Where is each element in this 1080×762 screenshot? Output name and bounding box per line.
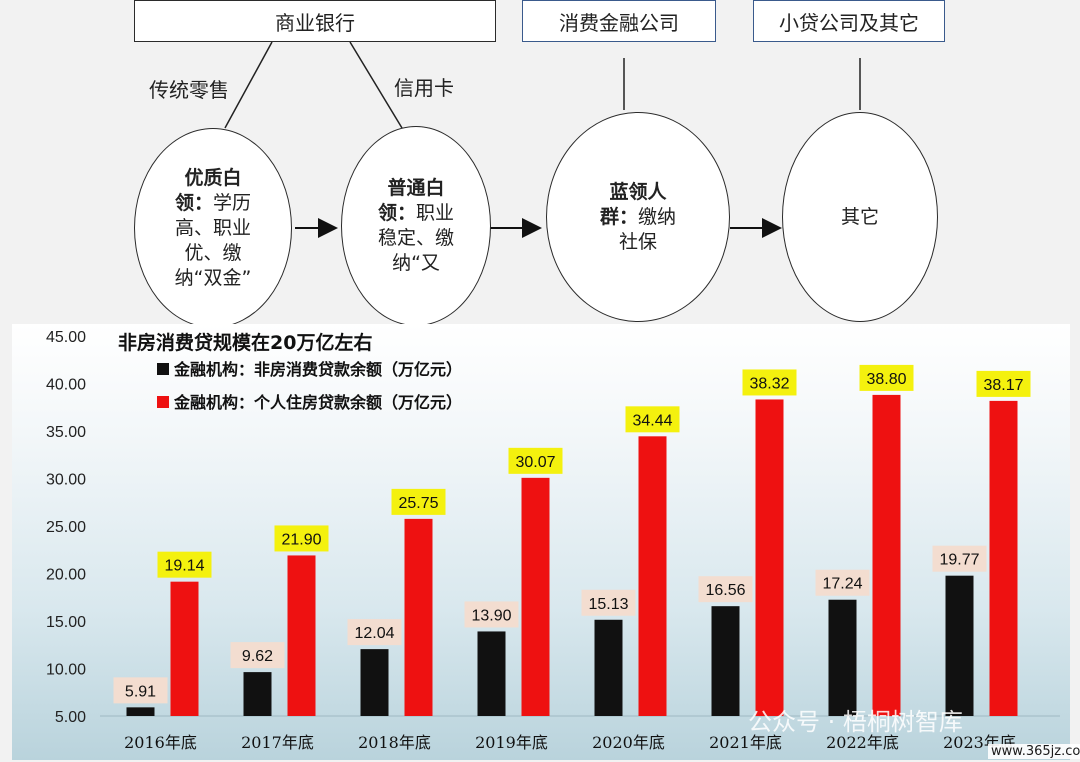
watermark-site: www.365jz.com	[988, 744, 1080, 759]
data-label: 25.75	[398, 495, 438, 512]
x-tick-label: 2020年底	[592, 733, 665, 752]
y-tick-label: 40.00	[46, 377, 86, 394]
ellipse-ordinary-white-collar: 普通白领：职业稳定、缴纳“又	[341, 126, 491, 326]
bar-consumer-loan	[360, 649, 389, 716]
ellipse-text: 优质白领：学历高、职业优、缴纳“双金”	[172, 166, 254, 291]
commercial-bank-box: 商业银行	[134, 0, 496, 42]
data-label-bg	[815, 569, 870, 596]
data-label-bg	[274, 525, 329, 552]
y-tick-label: 45.00	[46, 329, 86, 346]
ellipse-blue-collar: 蓝领人群：缴纳社保	[546, 112, 730, 322]
y-tick-label: 10.00	[46, 662, 86, 679]
data-label-bg	[391, 488, 446, 515]
data-label-bg	[157, 551, 212, 578]
bar-housing-loan	[638, 436, 667, 716]
bar-consumer-loan	[126, 707, 155, 716]
x-tick-label: 2019年底	[475, 733, 548, 752]
legend-label: 金融机构：个人住房贷款余额（万亿元）	[173, 393, 462, 412]
data-label: 16.56	[705, 582, 745, 599]
data-label-bg	[932, 545, 987, 572]
ellipse-desc: 学历高、职业优、缴纳“双金”	[174, 191, 252, 289]
bar-consumer-loan	[945, 575, 974, 716]
y-tick-label: 20.00	[46, 567, 86, 584]
legend-swatch	[157, 363, 169, 375]
bar-housing-loan	[521, 477, 550, 716]
ellipse-title: 蓝领人群：	[599, 180, 667, 228]
data-label-bg	[625, 406, 680, 433]
ellipse-text: 其它	[819, 205, 901, 230]
data-label-bg	[230, 642, 285, 669]
data-label: 9.62	[242, 648, 273, 665]
ellipse-other: 其它	[782, 112, 938, 322]
connector-credit-card	[349, 41, 403, 129]
y-tick-label: 30.00	[46, 472, 86, 489]
data-label: 30.07	[515, 454, 555, 471]
data-label-bg	[113, 677, 168, 704]
data-label: 19.14	[164, 558, 204, 575]
bar-housing-loan	[287, 555, 316, 716]
consumer-finance-label: 消费金融公司	[559, 10, 679, 35]
bar-consumer-loan	[243, 672, 272, 716]
data-label-bg	[976, 370, 1031, 397]
data-label-bg	[742, 369, 797, 396]
bar-housing-loan	[872, 394, 901, 716]
commercial-bank-label: 商业银行	[275, 10, 355, 35]
microloan-label: 小贷公司及其它	[779, 10, 919, 35]
traditional-retail-label: 传统零售	[149, 78, 229, 102]
ellipse-desc: 其它	[840, 205, 879, 228]
credit-card-label: 信用卡	[394, 76, 454, 100]
data-label: 19.77	[939, 552, 979, 569]
bar-housing-loan	[404, 518, 433, 716]
legend-swatch	[157, 396, 169, 408]
y-tick-label: 25.00	[46, 519, 86, 536]
y-tick-label: 35.00	[46, 424, 86, 441]
data-label: 13.90	[471, 607, 511, 624]
connector-retail	[224, 41, 273, 129]
data-label-bg	[347, 619, 402, 646]
bar-consumer-loan	[711, 606, 740, 716]
data-label: 38.17	[983, 377, 1023, 394]
data-label-bg	[464, 601, 519, 628]
x-tick-label: 2021年底	[709, 733, 782, 752]
y-tick-label: 5.00	[55, 709, 86, 726]
data-label: 12.04	[354, 625, 394, 642]
ellipse-text: 普通白领：职业稳定、缴纳“又	[375, 176, 457, 276]
ellipse-title: 优质白领：	[174, 166, 242, 214]
x-tick-label: 2016年底	[124, 733, 197, 752]
diagram-connectors	[224, 41, 861, 238]
bar-housing-loan	[755, 399, 784, 716]
data-label-bg	[859, 364, 914, 391]
data-label: 15.13	[588, 596, 628, 613]
x-tick-label: 2022年底	[826, 733, 899, 752]
data-label: 34.44	[632, 412, 672, 429]
data-label-bg	[698, 576, 753, 603]
y-tick-label: 15.00	[46, 614, 86, 631]
bar-consumer-loan	[477, 631, 506, 716]
bar-consumer-loan	[828, 599, 857, 716]
data-label: 38.32	[749, 375, 789, 392]
bar-housing-loan	[989, 400, 1018, 716]
ellipse-desc: 职业稳定、缴纳“又	[377, 202, 455, 274]
consumer-finance-box: 消费金融公司	[522, 0, 716, 42]
data-label: 38.80	[866, 371, 906, 388]
data-label: 17.24	[822, 576, 862, 593]
data-label-bg	[508, 447, 563, 474]
ellipse-text: 蓝领人群：缴纳社保	[597, 180, 679, 255]
legend-label: 金融机构：非房消费贷款余额（万亿元）	[173, 360, 462, 379]
ellipse-title: 普通白领：	[377, 177, 445, 224]
bar-housing-loan	[170, 581, 199, 716]
microloan-box: 小贷公司及其它	[753, 0, 945, 42]
x-tick-label: 2017年底	[241, 733, 314, 752]
data-label-bg	[581, 589, 636, 616]
chart-title: 非房消费贷规模在20万亿左右	[118, 331, 372, 354]
x-tick-label: 2018年底	[358, 733, 431, 752]
bar-consumer-loan	[594, 619, 623, 716]
watermark-text: 公众号 · 梧桐树智库	[748, 708, 963, 736]
ellipse-desc: 缴纳社保	[618, 205, 677, 253]
data-label: 5.91	[125, 683, 156, 700]
data-label: 21.90	[281, 531, 321, 548]
